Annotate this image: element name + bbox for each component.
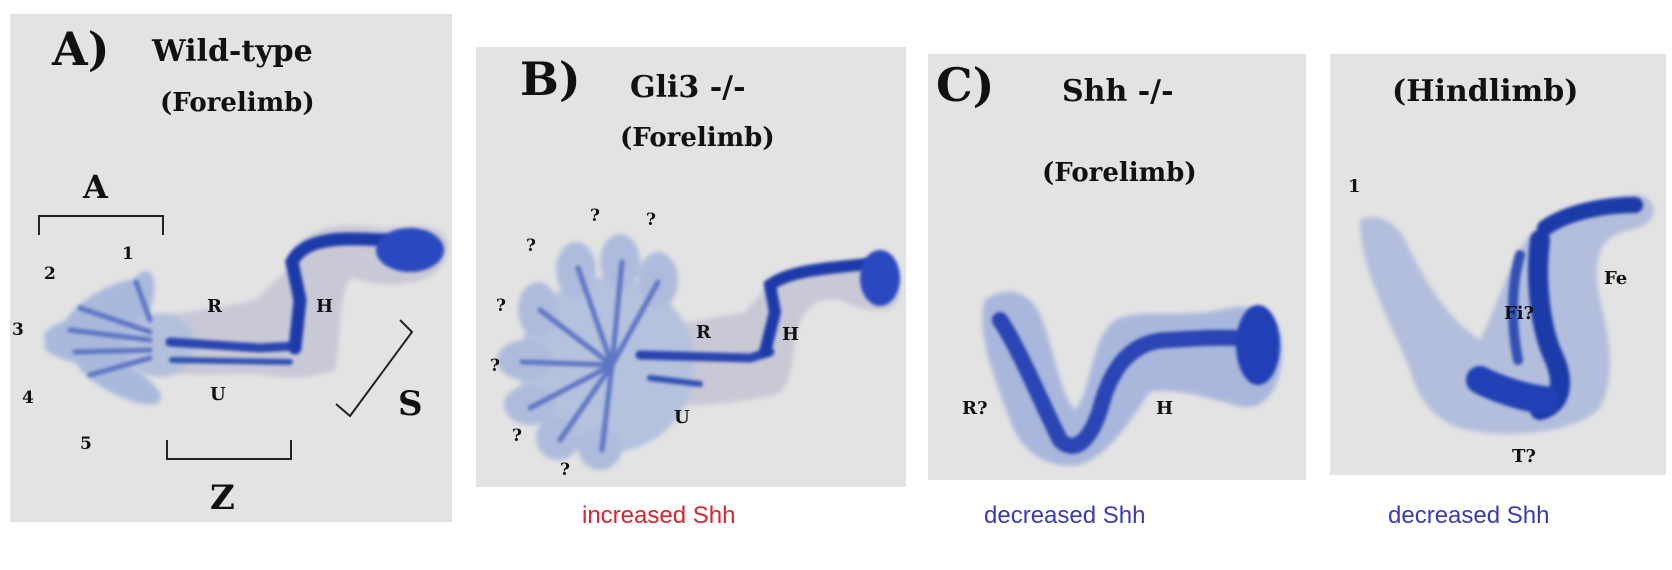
panel-d-title: (Hindlimb) <box>1392 74 1579 109</box>
panel-a-subtitle: (Forelimb) <box>160 88 315 118</box>
question-mark-1: ? <box>590 206 600 226</box>
zone-s-label: S <box>398 384 423 424</box>
ulna-label-b: U <box>674 407 690 428</box>
digit-1-label: 1 <box>122 244 134 264</box>
humerus-label-c: H <box>1156 398 1174 419</box>
question-mark-6: ? <box>512 426 522 446</box>
digit-4-label: 4 <box>22 388 34 408</box>
digit-2-label: 2 <box>44 264 56 284</box>
question-mark-5: ? <box>490 356 500 376</box>
panel-d-caption: decreased Shh <box>1388 502 1550 529</box>
humerus-label-b: H <box>782 324 800 345</box>
question-mark-4: ? <box>496 296 506 316</box>
panel-b-letter: B) <box>520 52 581 106</box>
digit-3-label: 3 <box>12 320 24 340</box>
zone-z-label: Z <box>210 478 235 518</box>
digit-1-label-d: 1 <box>1348 176 1361 197</box>
panel-b-subtitle: (Forelimb) <box>620 123 775 153</box>
radius-label-b: R <box>696 322 711 343</box>
question-mark-7: ? <box>560 460 570 480</box>
femur-label: Fe <box>1604 268 1628 289</box>
panel-a-letter: A) <box>52 22 110 76</box>
panel-b-title: Gli3 -/- <box>630 70 746 105</box>
zone-a-bracket <box>38 215 164 235</box>
panel-c-subtitle: (Forelimb) <box>1042 158 1197 188</box>
ulna-label-a: U <box>210 384 226 405</box>
zone-z-bracket <box>166 440 292 460</box>
zone-a-label: A <box>83 168 108 206</box>
digit-5-label: 5 <box>80 434 92 454</box>
humerus-label-a: H <box>316 296 334 317</box>
radius-label-c: R? <box>962 398 988 419</box>
panel-a-title: Wild-type <box>152 34 313 69</box>
panel-c-title: Shh -/- <box>1062 74 1174 109</box>
panel-c-letter: C) <box>936 58 995 112</box>
tibia-label: T? <box>1512 446 1536 467</box>
panel-b-caption: increased Shh <box>582 502 736 529</box>
panel-c-caption: decreased Shh <box>984 502 1146 529</box>
question-mark-3: ? <box>526 236 536 256</box>
question-mark-2: ? <box>646 210 656 230</box>
fibula-label: Fi? <box>1504 303 1535 324</box>
radius-label-a: R <box>207 296 222 317</box>
